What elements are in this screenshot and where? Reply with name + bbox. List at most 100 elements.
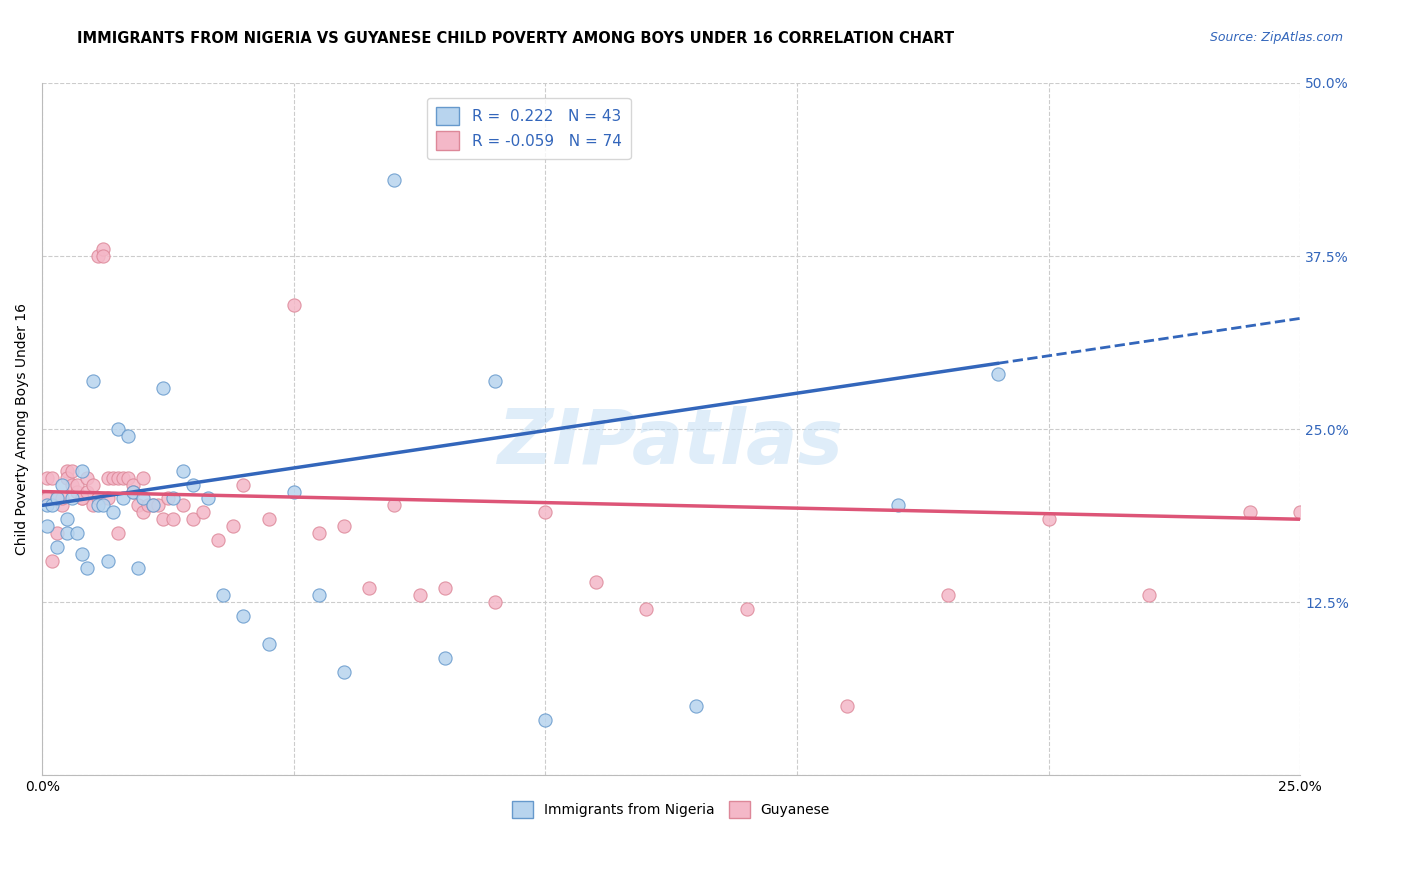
Point [56, 464, 79, 478]
Point [585, 574, 607, 589]
Point [111, 471, 134, 485]
Point [82, 499, 104, 513]
Point [86, 491, 108, 506]
Point [1137, 589, 1160, 603]
Point [484, 595, 506, 609]
Point [172, 499, 194, 513]
Point [181, 477, 204, 491]
Point [359, 582, 381, 596]
Point [91, 499, 114, 513]
Point [46, 491, 69, 506]
Point [936, 589, 959, 603]
Point [193, 505, 215, 519]
Point [1239, 505, 1261, 519]
Point [37, 491, 59, 506]
Point [333, 519, 356, 533]
Point [132, 505, 155, 519]
Point [117, 471, 139, 485]
Point [283, 297, 305, 311]
Point [1389, 512, 1406, 526]
Point [41, 554, 63, 568]
Point [41, 499, 63, 513]
Point [46, 491, 69, 506]
Point [142, 499, 165, 513]
Point [97, 491, 120, 506]
Point [156, 491, 179, 506]
Point [37, 519, 59, 533]
Text: ZIPatlas: ZIPatlas [498, 406, 844, 480]
Point [76, 560, 98, 574]
Point [107, 526, 129, 541]
Point [56, 512, 79, 526]
Point [283, 484, 305, 499]
Point [76, 471, 98, 485]
Point [1364, 512, 1386, 526]
Point [127, 560, 149, 574]
Point [146, 499, 169, 513]
Point [76, 484, 98, 499]
Point [162, 512, 184, 526]
Point [333, 665, 356, 679]
Point [257, 637, 280, 651]
Point [60, 464, 83, 478]
Point [72, 491, 94, 506]
Point [308, 526, 330, 541]
Point [152, 512, 174, 526]
Point [121, 477, 143, 491]
Point [987, 367, 1010, 381]
Point [212, 589, 235, 603]
Point [37, 499, 59, 513]
Point [207, 533, 229, 547]
Point [51, 477, 73, 491]
Point [97, 554, 120, 568]
Point [46, 526, 69, 541]
Point [181, 512, 204, 526]
Point [433, 650, 456, 665]
Point [66, 484, 89, 499]
Point [1315, 512, 1337, 526]
Point [91, 249, 114, 263]
Point [634, 602, 657, 616]
Point [142, 499, 165, 513]
Point [132, 471, 155, 485]
Point [107, 471, 129, 485]
Point [1038, 512, 1060, 526]
Point [82, 374, 104, 388]
Point [197, 491, 219, 506]
Point [1339, 505, 1361, 519]
Point [837, 699, 859, 714]
Point [111, 491, 134, 506]
Point [1289, 505, 1312, 519]
Text: IMMIGRANTS FROM NIGERIA VS GUYANESE CHILD POVERTY AMONG BOYS UNDER 16 CORRELATIO: IMMIGRANTS FROM NIGERIA VS GUYANESE CHIL… [77, 31, 955, 46]
Point [232, 609, 254, 624]
Point [257, 512, 280, 526]
Legend: Immigrants from Nigeria, Guyanese: Immigrants from Nigeria, Guyanese [506, 796, 835, 824]
Point [886, 499, 908, 513]
Point [46, 540, 69, 554]
Point [232, 477, 254, 491]
Point [101, 471, 124, 485]
Text: Source: ZipAtlas.com: Source: ZipAtlas.com [1209, 31, 1343, 45]
Point [735, 602, 758, 616]
Point [60, 491, 83, 506]
Point [56, 471, 79, 485]
Point [433, 582, 456, 596]
Point [97, 471, 120, 485]
Point [534, 713, 557, 727]
Point [534, 505, 557, 519]
Point [60, 477, 83, 491]
Point [127, 499, 149, 513]
Point [308, 589, 330, 603]
Point [86, 249, 108, 263]
Point [72, 464, 94, 478]
Point [484, 374, 506, 388]
Point [51, 499, 73, 513]
Point [136, 499, 159, 513]
Point [82, 477, 104, 491]
Point [384, 499, 406, 513]
Point [101, 505, 124, 519]
Point [117, 429, 139, 443]
Point [107, 422, 129, 436]
Point [51, 491, 73, 506]
Point [152, 381, 174, 395]
